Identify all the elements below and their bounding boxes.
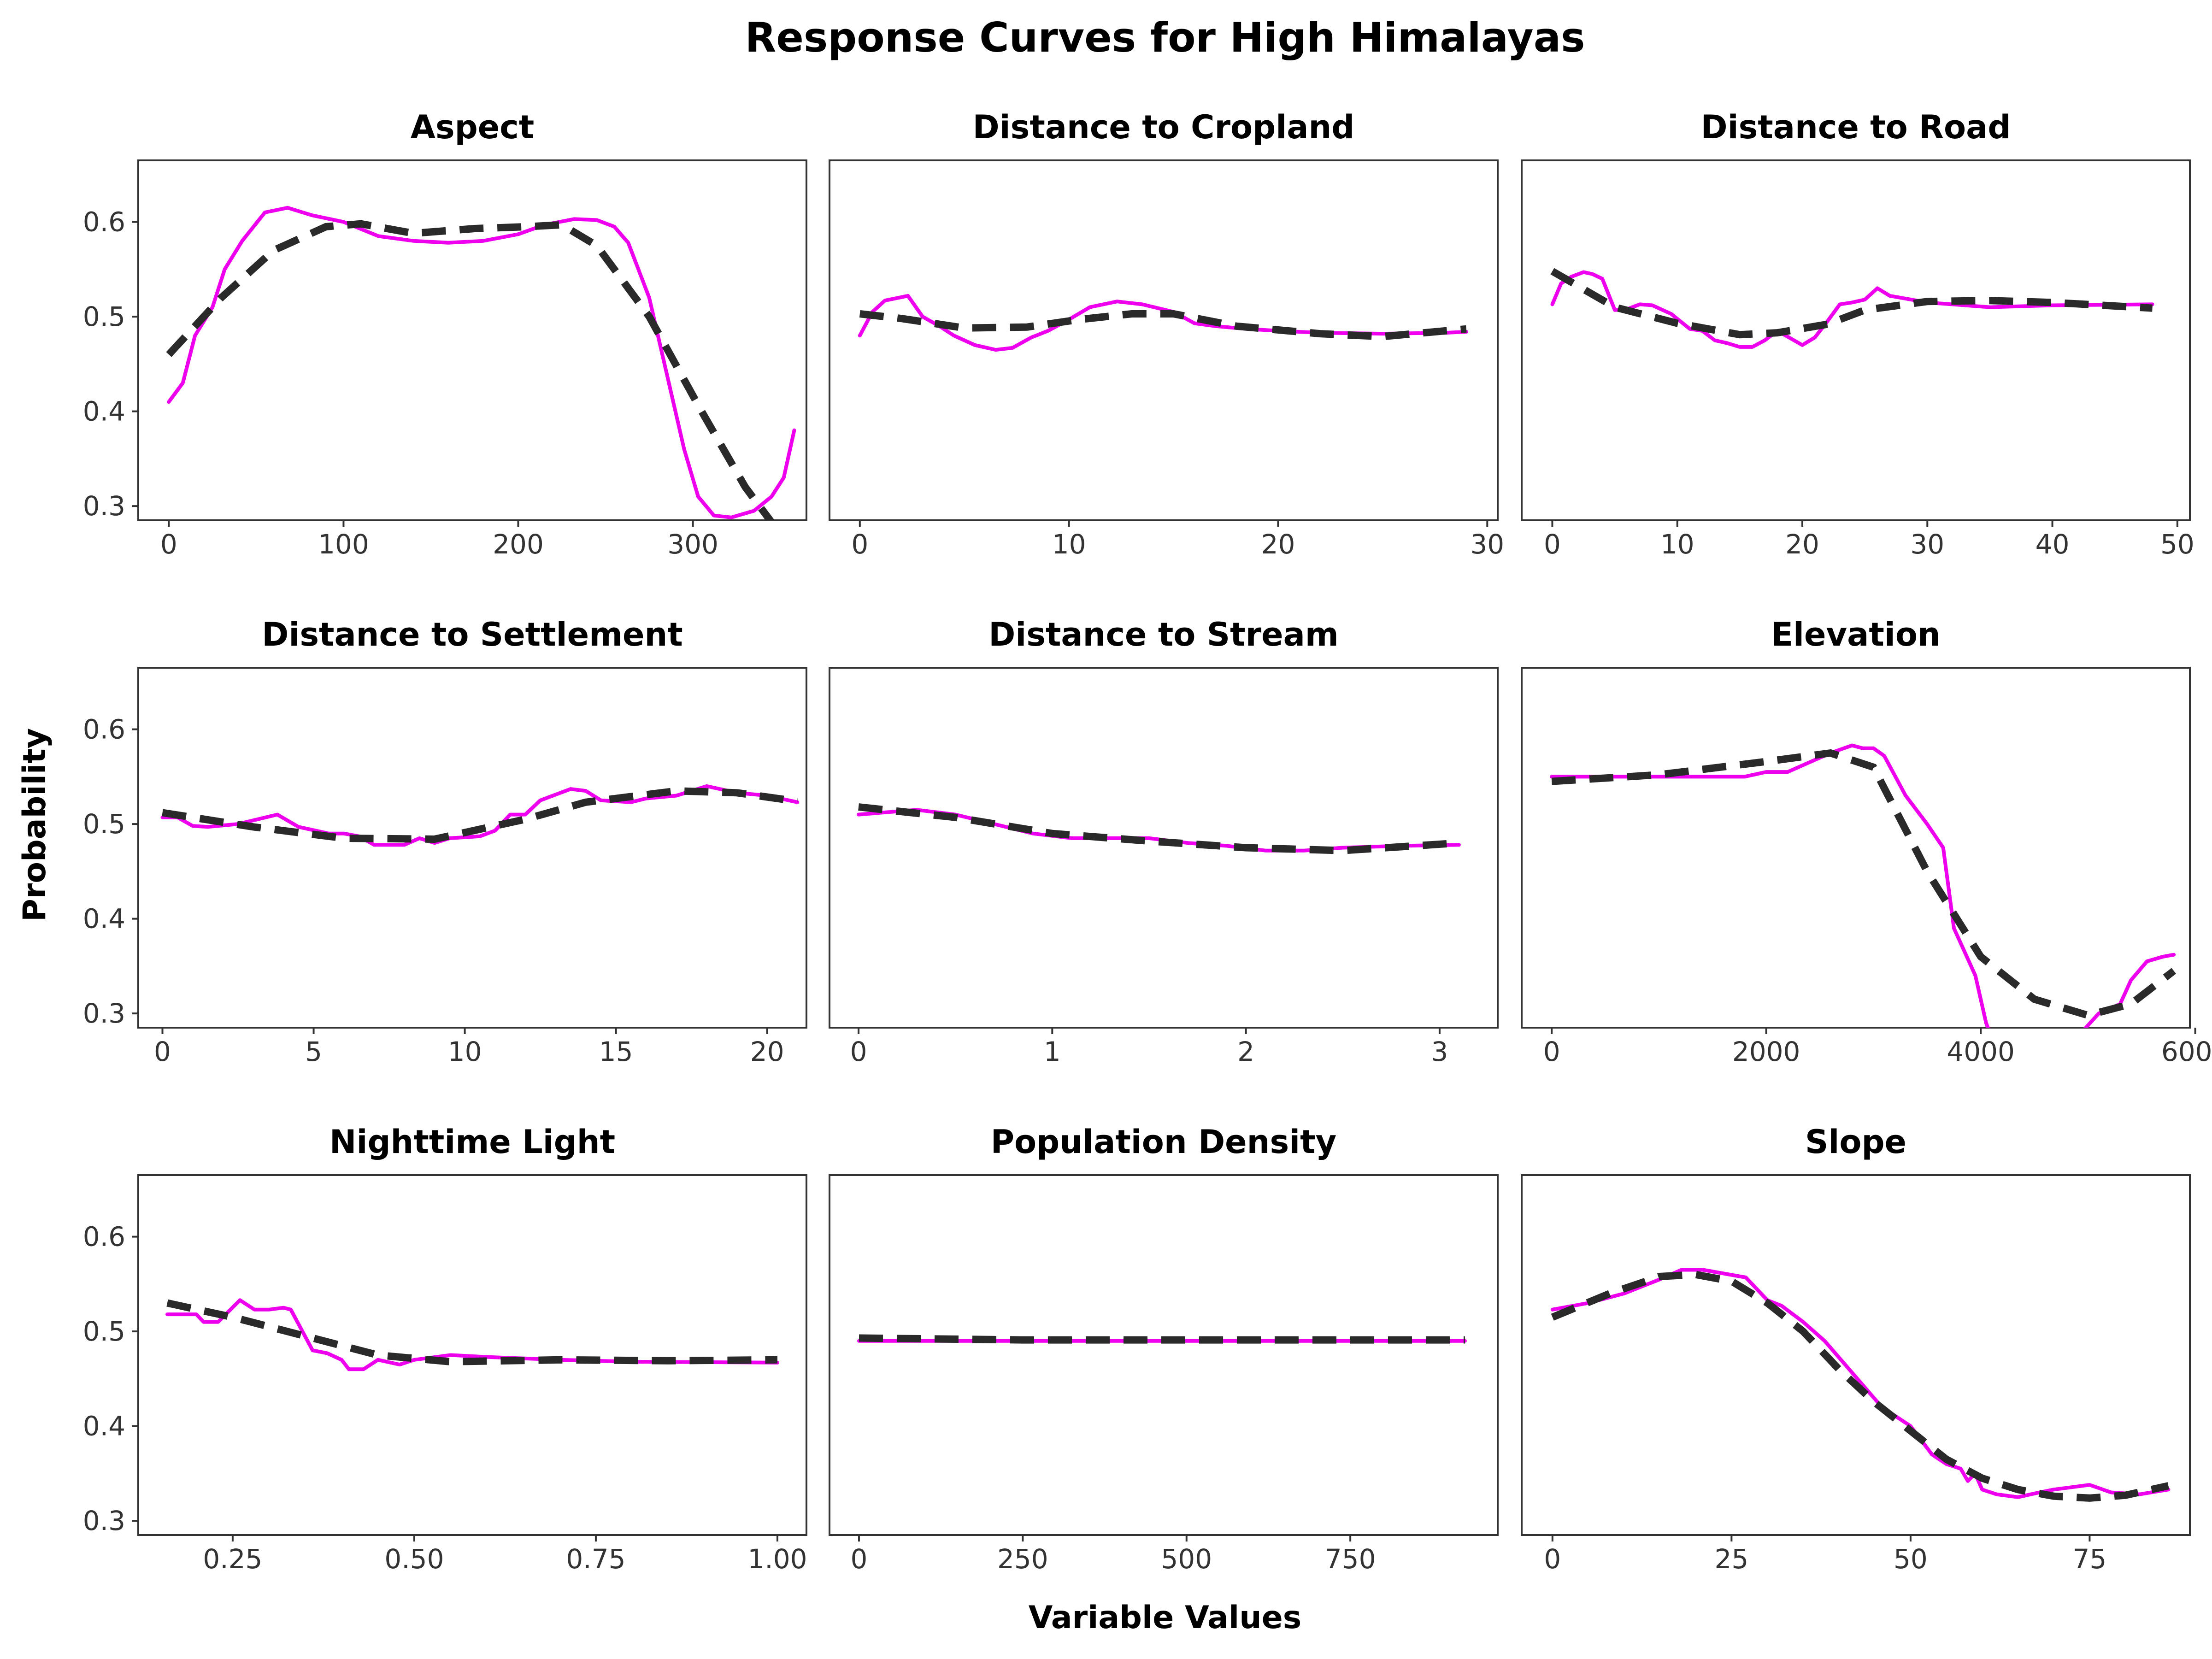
x-tick-label: 1: [1044, 1036, 1061, 1067]
x-tick-label: 1.00: [747, 1543, 807, 1575]
y-tick-label: 0.5: [83, 301, 125, 332]
series-line-smoothed: [859, 1334, 1465, 1344]
y-tick-label: 0.6: [83, 1221, 125, 1253]
x-tick-label: 0: [160, 529, 177, 560]
x-tick-label: 30: [1910, 529, 1944, 560]
y-tick-label: 0.3: [83, 998, 125, 1029]
x-tick-label: 100: [318, 529, 369, 560]
x-tick-label: 300: [667, 529, 718, 560]
series-line-actual: [1550, 270, 2154, 349]
panel-title-population-density: Population Density: [991, 1123, 1336, 1161]
panel-title-distance-to-settlement: Distance to Settlement: [262, 616, 683, 653]
x-tick-label: 3: [1431, 1036, 1448, 1067]
panel-title-aspect: Aspect: [411, 108, 534, 146]
series-line-smoothed: [162, 787, 798, 843]
x-tick-label: 40: [2036, 529, 2070, 560]
series-line-actual: [167, 206, 796, 519]
x-tick-label: 0: [1544, 1543, 1561, 1575]
panel-frame: [137, 667, 807, 1029]
x-tick-label: 10: [448, 1036, 482, 1067]
series-line-smoothed: [1551, 749, 2176, 1019]
x-tick-label: 10: [1052, 529, 1086, 560]
y-tick-label: 0.4: [83, 396, 125, 427]
panel-frame: [829, 1174, 1499, 1536]
x-tick-label: 50: [2160, 529, 2194, 560]
x-tick-label: 25: [1714, 1543, 1748, 1575]
x-tick-label: 0: [851, 529, 868, 560]
x-tick-label: 5: [305, 1036, 322, 1067]
panel-elevation: Elevation 0 2000 4000 6000: [1521, 616, 2212, 1067]
y-tick-label: 0.5: [83, 1316, 125, 1347]
x-tick-label: 20: [1785, 529, 1819, 560]
panel-title-distance-to-road: Distance to Road: [1701, 108, 2011, 146]
y-tick-label: 0.6: [83, 714, 125, 745]
x-tick-label: 750: [1325, 1543, 1376, 1575]
panel-title-nighttime-light: Nighttime Light: [329, 1123, 615, 1161]
panel-frame: [1521, 1174, 2191, 1536]
x-axis-label: Variable Values: [1029, 1600, 1301, 1636]
panel-title-elevation: Elevation: [1771, 616, 1941, 653]
x-tick-label: 30: [1470, 529, 1504, 560]
x-tick-label: 0.75: [566, 1543, 625, 1575]
y-tick-label: 0.3: [83, 1505, 125, 1536]
series-line-actual: [160, 784, 800, 847]
panel-distance-to-cropland: Distance to Cropland 0 10 20 30: [829, 108, 1504, 560]
panel-population-density: Population Density 0 250 500 750: [829, 1123, 1499, 1575]
y-tick-label: 0.6: [83, 206, 125, 238]
x-tick-label: 4000: [1947, 1036, 2015, 1067]
panel-aspect: Aspect 0 100 200 300 0.3 0.4 0.5 0.6: [83, 108, 807, 560]
x-tick-label: 500: [1161, 1543, 1212, 1575]
series-line-smoothed: [1550, 268, 2153, 339]
x-tick-label: 10: [1660, 529, 1694, 560]
x-tick-label: 250: [997, 1543, 1048, 1575]
x-tick-label: 75: [2073, 1543, 2107, 1575]
x-tick-label: 50: [1894, 1543, 1928, 1575]
panel-title-slope: Slope: [1805, 1123, 1906, 1161]
panel-title-distance-to-stream: Distance to Stream: [988, 616, 1339, 653]
x-tick-label: 0.25: [203, 1543, 262, 1575]
x-tick-label: 200: [493, 529, 544, 560]
x-tick-label: 0: [1543, 1036, 1560, 1067]
x-tick-label: 2000: [1732, 1036, 1800, 1067]
x-tick-label: 20: [750, 1036, 784, 1067]
panel-frame: [137, 159, 807, 521]
panel-distance-to-road: Distance to Road 0 10 20 30 40 50: [1521, 108, 2194, 560]
y-tick-label: 0.5: [83, 808, 125, 840]
series-line-smoothed: [166, 220, 775, 520]
x-tick-label: 6000: [2161, 1036, 2212, 1067]
panel-distance-to-settlement: Distance to Settlement 0 5 10 15 20 0.3 0.4 0.5 0…: [83, 616, 807, 1067]
x-tick-label: 15: [599, 1036, 633, 1067]
x-tick-label: 0: [154, 1036, 171, 1067]
series-line-smoothed: [858, 803, 1459, 854]
panel-title-distance-to-cropland: Distance to Cropland: [973, 108, 1355, 146]
panel-slope: Slope 0 25 50 75: [1521, 1123, 2191, 1575]
panel-frame: [1521, 667, 2191, 1029]
panel-frame: [1521, 159, 2191, 521]
y-tick-label: 0.3: [83, 490, 125, 522]
y-tick-label: 0.4: [83, 903, 125, 935]
panel-frame: [829, 159, 1499, 521]
series-line-smoothed: [859, 310, 1467, 341]
series-line-smoothed: [166, 1299, 778, 1365]
y-tick-label: 0.4: [83, 1411, 125, 1442]
x-tick-label: 0.50: [384, 1543, 444, 1575]
y-axis-label: Probability: [17, 728, 53, 922]
panel-nighttime-light: Nighttime Light 0.25 0.50 0.75 1.00 0.3 0.4 0.5…: [83, 1123, 807, 1575]
x-tick-label: 0: [851, 1543, 868, 1575]
chart-title: Response Curves for High Himalayas: [745, 14, 1585, 61]
x-tick-label: 0: [850, 1036, 867, 1067]
series-line-actual: [165, 1298, 779, 1371]
x-tick-label: 2: [1237, 1036, 1254, 1067]
x-tick-label: 0: [1544, 529, 1561, 560]
panel-distance-to-stream: Distance to Stream 0 1 2 3: [829, 616, 1499, 1067]
x-tick-label: 20: [1261, 529, 1295, 560]
